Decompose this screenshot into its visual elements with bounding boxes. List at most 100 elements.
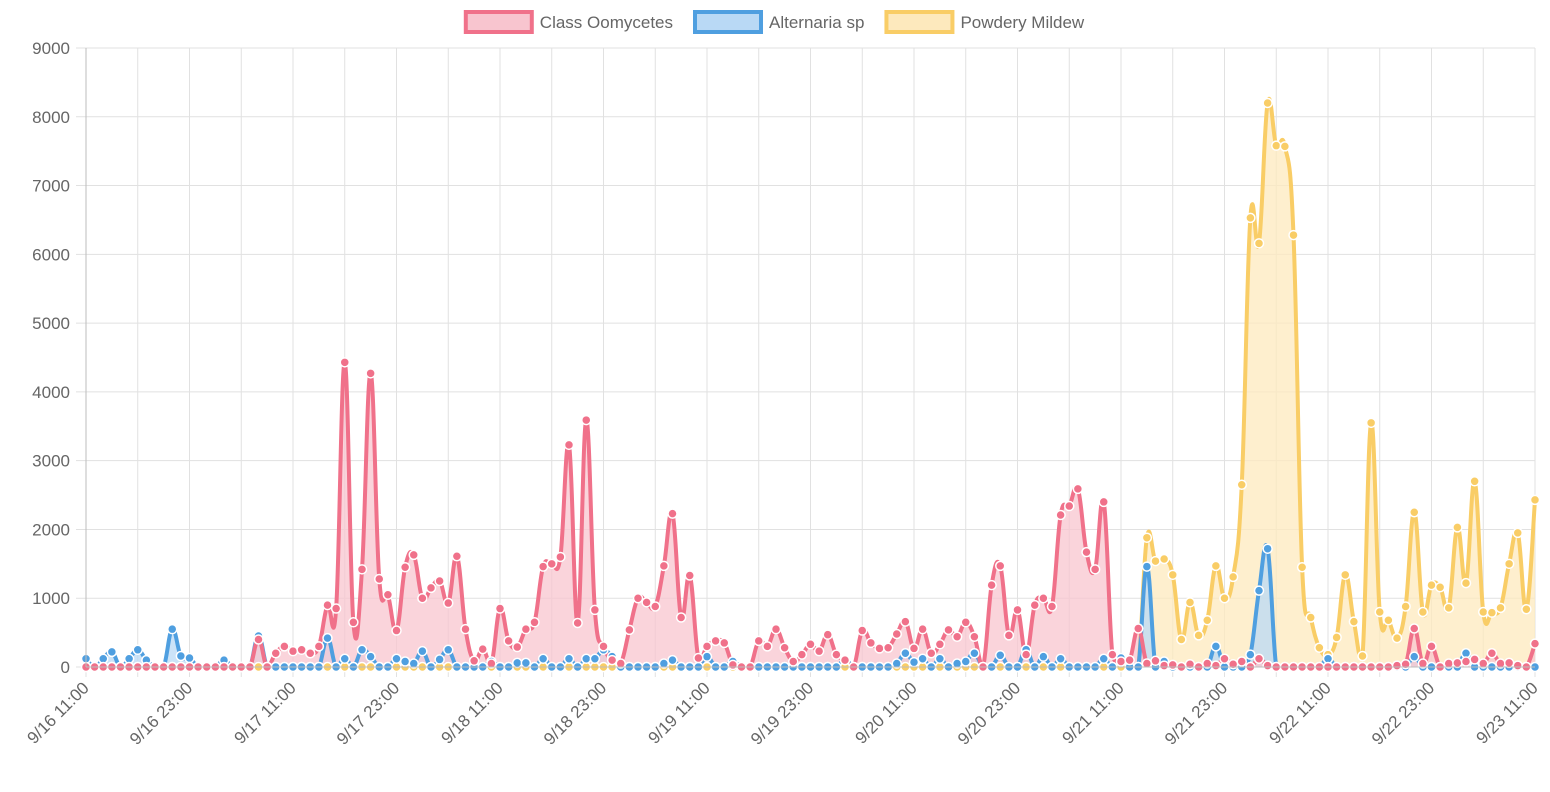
data-point-class-oomycetes[interactable] <box>1391 660 1403 671</box>
data-point-class-oomycetes[interactable] <box>572 617 583 629</box>
data-point-class-oomycetes[interactable] <box>305 647 316 659</box>
data-point-powdery-mildew[interactable] <box>1460 577 1472 589</box>
data-point-alternaria-sp[interactable] <box>1210 641 1222 652</box>
data-point-class-oomycetes[interactable] <box>287 645 299 657</box>
data-point-alternaria-sp[interactable] <box>995 650 1006 661</box>
data-point-class-oomycetes[interactable] <box>960 617 971 628</box>
data-point-class-oomycetes[interactable] <box>322 599 333 611</box>
data-point-class-oomycetes[interactable] <box>468 655 480 667</box>
data-point-class-oomycetes[interactable] <box>762 641 773 652</box>
data-point-class-oomycetes[interactable] <box>796 649 808 660</box>
data-point-alternaria-sp[interactable] <box>1409 651 1420 662</box>
data-point-class-oomycetes[interactable] <box>270 647 281 659</box>
data-point-powdery-mildew[interactable] <box>1469 476 1480 487</box>
data-point-class-oomycetes[interactable] <box>822 629 833 640</box>
data-point-class-oomycetes[interactable] <box>417 592 428 604</box>
data-point-class-oomycetes[interactable] <box>951 631 963 642</box>
data-point-class-oomycetes[interactable] <box>1029 599 1040 611</box>
data-point-class-oomycetes[interactable] <box>1046 601 1058 612</box>
data-point-alternaria-sp[interactable] <box>563 653 575 664</box>
data-point-class-oomycetes[interactable] <box>296 644 307 656</box>
data-point-class-oomycetes[interactable] <box>529 617 540 628</box>
data-point-alternaria-sp[interactable] <box>1245 649 1256 660</box>
data-point-class-oomycetes[interactable] <box>589 604 601 616</box>
data-point-class-oomycetes[interactable] <box>1400 658 1411 670</box>
data-point-class-oomycetes[interactable] <box>1512 660 1523 671</box>
data-point-powdery-mildew[interactable] <box>1383 614 1394 626</box>
data-point-class-oomycetes[interactable] <box>503 635 514 647</box>
data-point-powdery-mildew[interactable] <box>1262 97 1273 109</box>
data-point-alternaria-sp[interactable] <box>658 658 670 669</box>
data-point-alternaria-sp[interactable] <box>1055 653 1066 664</box>
data-point-class-oomycetes[interactable] <box>365 368 376 379</box>
data-point-alternaria-sp[interactable] <box>356 644 368 656</box>
data-point-alternaria-sp[interactable] <box>408 658 419 669</box>
data-point-class-oomycetes[interactable] <box>813 645 825 657</box>
legend-item-powdery-mildew[interactable]: Powdery Mildew <box>884 10 1085 34</box>
data-point-alternaria-sp[interactable] <box>417 645 428 657</box>
data-point-class-oomycetes[interactable] <box>1417 658 1429 669</box>
data-point-class-oomycetes[interactable] <box>917 623 928 635</box>
data-point-class-oomycetes[interactable] <box>1167 659 1178 671</box>
data-point-class-oomycetes[interactable] <box>1133 623 1144 634</box>
data-point-class-oomycetes[interactable] <box>1486 647 1498 659</box>
data-point-alternaria-sp[interactable] <box>934 653 946 664</box>
data-point-powdery-mildew[interactable] <box>1374 606 1385 618</box>
data-point-powdery-mildew[interactable] <box>1478 606 1489 618</box>
data-point-class-oomycetes[interactable] <box>727 659 739 671</box>
data-point-class-oomycetes[interactable] <box>1081 546 1092 558</box>
data-point-class-oomycetes[interactable] <box>425 582 437 594</box>
data-point-class-oomycetes[interactable] <box>313 641 325 652</box>
data-point-class-oomycetes[interactable] <box>1409 623 1420 634</box>
data-point-class-oomycetes[interactable] <box>1426 641 1437 652</box>
data-point-class-oomycetes[interactable] <box>1124 654 1135 666</box>
data-point-alternaria-sp[interactable] <box>132 644 143 656</box>
data-point-class-oomycetes[interactable] <box>1020 649 1032 660</box>
data-point-class-oomycetes[interactable] <box>1150 655 1161 667</box>
data-point-class-oomycetes[interactable] <box>641 597 652 608</box>
data-point-alternaria-sp[interactable] <box>434 654 445 665</box>
data-point-class-oomycetes[interactable] <box>995 560 1006 572</box>
data-point-class-oomycetes[interactable] <box>719 637 730 649</box>
data-point-class-oomycetes[interactable] <box>675 612 687 623</box>
data-point-powdery-mildew[interactable] <box>1486 607 1498 618</box>
data-point-class-oomycetes[interactable] <box>555 551 566 563</box>
data-point-class-oomycetes[interactable] <box>598 641 609 652</box>
data-point-class-oomycetes[interactable] <box>330 603 342 614</box>
data-point-class-oomycetes[interactable] <box>882 642 894 653</box>
data-point-class-oomycetes[interactable] <box>969 631 980 642</box>
data-point-powdery-mildew[interactable] <box>1219 592 1230 604</box>
data-point-class-oomycetes[interactable] <box>374 573 385 585</box>
data-point-class-oomycetes[interactable] <box>701 641 713 652</box>
data-point-class-oomycetes[interactable] <box>1503 657 1515 669</box>
data-point-class-oomycetes[interactable] <box>1262 660 1273 671</box>
data-point-class-oomycetes[interactable] <box>253 634 264 645</box>
data-point-class-oomycetes[interactable] <box>563 439 575 451</box>
data-point-class-oomycetes[interactable] <box>1072 483 1084 495</box>
data-point-powdery-mildew[interactable] <box>1409 507 1420 518</box>
data-point-alternaria-sp[interactable] <box>969 647 980 659</box>
data-point-class-oomycetes[interactable] <box>1210 660 1222 671</box>
data-point-powdery-mildew[interactable] <box>1348 616 1360 627</box>
data-point-alternaria-sp[interactable] <box>908 656 920 668</box>
data-point-class-oomycetes[interactable] <box>399 562 411 573</box>
data-point-class-oomycetes[interactable] <box>900 616 911 627</box>
data-point-alternaria-sp[interactable] <box>581 653 592 664</box>
data-point-powdery-mildew[interactable] <box>1253 238 1265 249</box>
data-point-alternaria-sp[interactable] <box>537 653 549 664</box>
data-point-class-oomycetes[interactable] <box>486 658 497 669</box>
data-point-class-oomycetes[interactable] <box>382 589 394 601</box>
data-point-powdery-mildew[interactable] <box>1305 612 1316 623</box>
data-point-powdery-mildew[interactable] <box>1184 597 1196 608</box>
data-point-alternaria-sp[interactable] <box>891 658 902 669</box>
data-point-class-oomycetes[interactable] <box>1012 604 1023 616</box>
data-point-alternaria-sp[interactable] <box>391 653 402 664</box>
data-point-class-oomycetes[interactable] <box>615 658 626 669</box>
data-point-class-oomycetes[interactable] <box>693 652 704 664</box>
data-point-powdery-mildew[interactable] <box>1314 642 1325 653</box>
data-point-alternaria-sp[interactable] <box>175 650 187 662</box>
data-point-class-oomycetes[interactable] <box>831 649 842 660</box>
data-point-class-oomycetes[interactable] <box>1236 656 1247 667</box>
data-point-class-oomycetes[interactable] <box>891 628 902 640</box>
data-point-powdery-mildew[interactable] <box>1296 562 1308 573</box>
